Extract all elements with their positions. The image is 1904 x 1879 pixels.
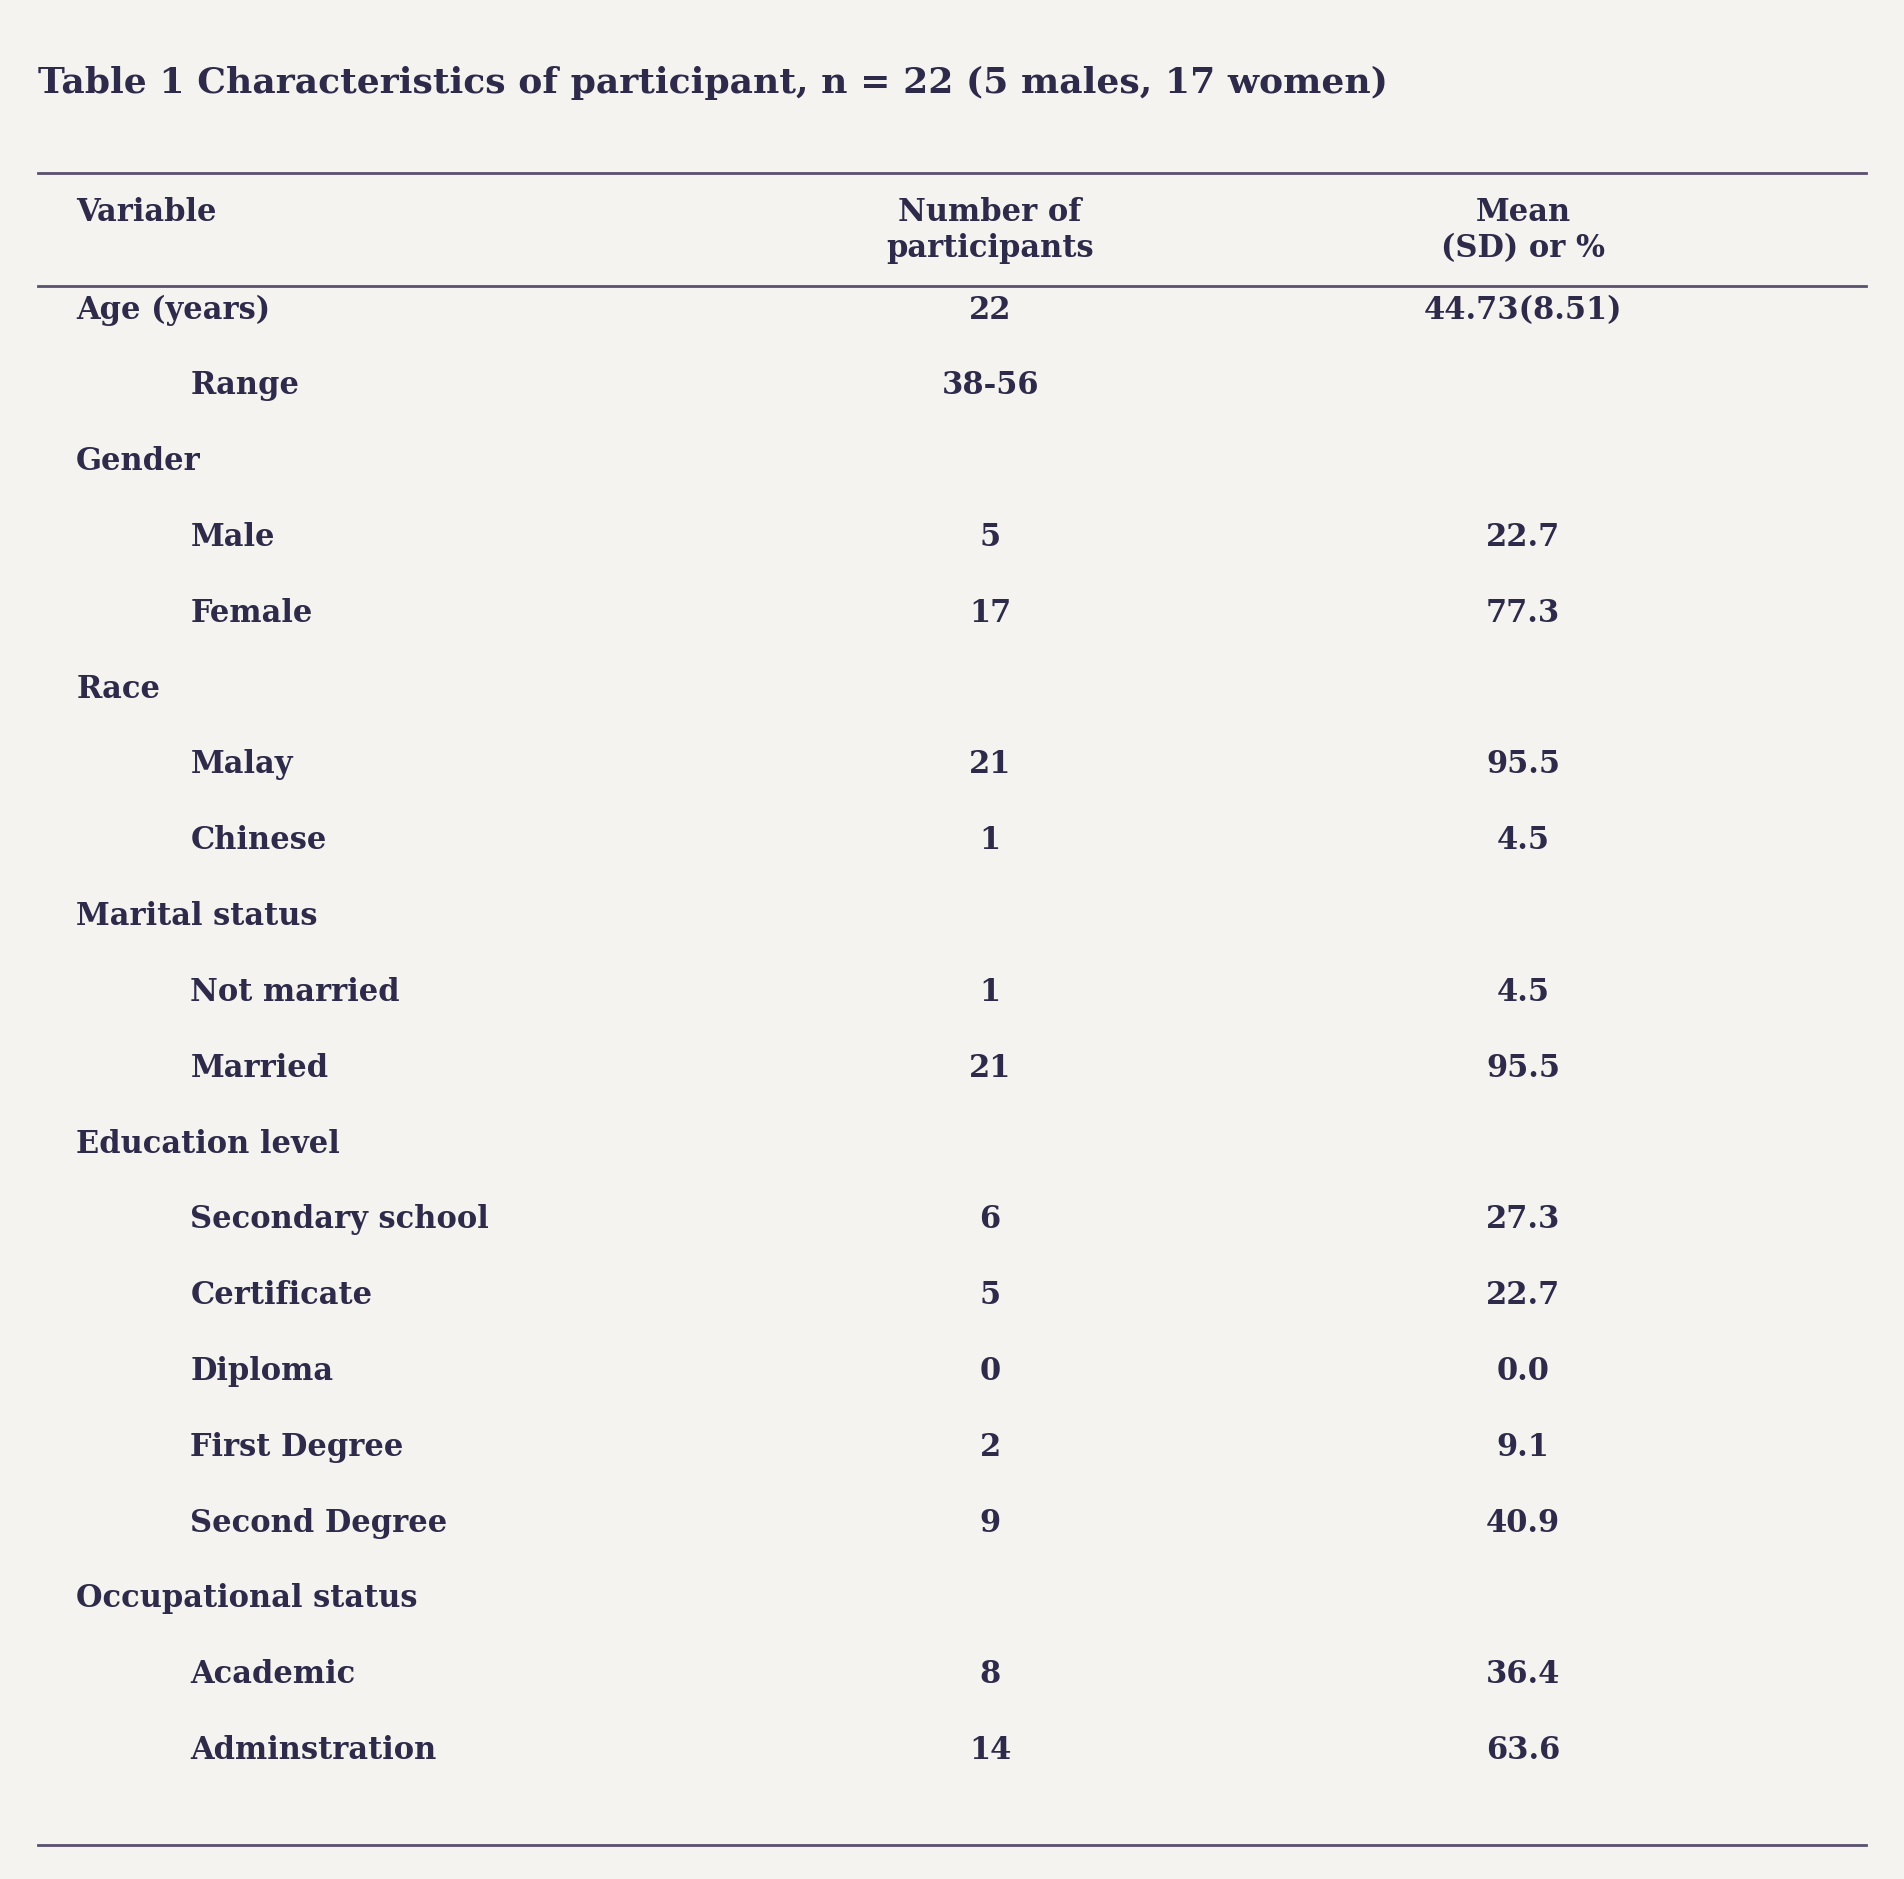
Text: Marital status: Marital status [76,902,318,932]
Text: Diploma: Diploma [190,1357,333,1387]
Text: 95.5: 95.5 [1487,750,1559,780]
Text: 27.3: 27.3 [1485,1204,1561,1235]
Text: Range: Range [190,370,299,402]
Text: 9: 9 [979,1507,1002,1539]
Text: 22.7: 22.7 [1487,1280,1559,1312]
Text: Academic: Academic [190,1659,356,1691]
Text: 2: 2 [979,1432,1002,1462]
Text: 1: 1 [979,977,1002,1007]
Text: 0: 0 [979,1357,1002,1387]
Text: Number of
participants: Number of participants [885,197,1095,265]
Text: 4.5: 4.5 [1497,825,1550,857]
Text: 0.0: 0.0 [1497,1357,1550,1387]
Text: Variable: Variable [76,197,217,227]
Text: Secondary school: Secondary school [190,1204,489,1235]
Text: Certificate: Certificate [190,1280,373,1312]
Text: Second Degree: Second Degree [190,1507,447,1539]
Text: Table 1 Characteristics of participant, n = 22 (5 males, 17 women): Table 1 Characteristics of participant, … [38,66,1388,100]
Text: 38-56: 38-56 [941,370,1040,402]
Text: 36.4: 36.4 [1485,1659,1561,1691]
Text: 5: 5 [979,522,1002,552]
Text: 95.5: 95.5 [1487,1052,1559,1084]
Text: 21: 21 [969,1052,1011,1084]
Text: First Degree: First Degree [190,1432,404,1462]
Text: Occupational status: Occupational status [76,1584,417,1614]
Text: 21: 21 [969,750,1011,780]
Text: 6: 6 [979,1204,1002,1235]
Text: 77.3: 77.3 [1487,598,1559,629]
Text: Female: Female [190,598,312,629]
Text: 4.5: 4.5 [1497,977,1550,1007]
Text: Adminstration: Adminstration [190,1734,436,1766]
Text: Race: Race [76,675,160,705]
Text: Male: Male [190,522,274,552]
Text: 1: 1 [979,825,1002,857]
Text: 14: 14 [969,1734,1011,1766]
Text: 5: 5 [979,1280,1002,1312]
Text: 40.9: 40.9 [1487,1507,1559,1539]
Text: 17: 17 [969,598,1011,629]
Text: Mean
(SD) or %: Mean (SD) or % [1441,197,1605,265]
Text: Malay: Malay [190,750,293,780]
Text: 22.7: 22.7 [1487,522,1559,552]
Text: Chinese: Chinese [190,825,327,857]
Text: 8: 8 [979,1659,1002,1691]
Text: Age (years): Age (years) [76,295,270,325]
Text: Education level: Education level [76,1129,341,1159]
Text: 22: 22 [969,295,1011,325]
Text: Not married: Not married [190,977,400,1007]
Text: 63.6: 63.6 [1487,1734,1559,1766]
Text: Married: Married [190,1052,329,1084]
Text: 9.1: 9.1 [1497,1432,1550,1462]
Text: Gender: Gender [76,445,202,477]
Text: 44.73(8.51): 44.73(8.51) [1424,295,1622,325]
